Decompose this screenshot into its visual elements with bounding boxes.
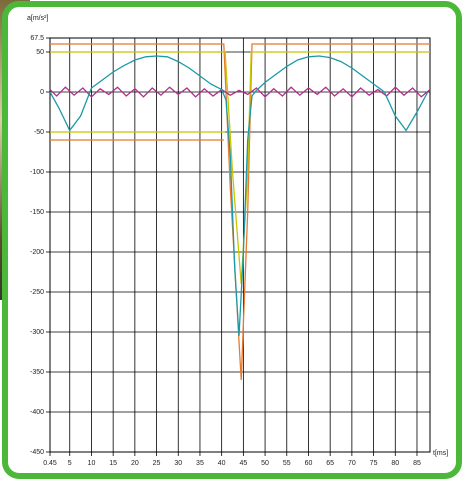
y-tick-label: -300 xyxy=(30,329,44,336)
data-line xyxy=(50,43,430,381)
x-tick-label: 15 xyxy=(109,460,117,467)
x-tick-label: 35 xyxy=(196,460,204,467)
x-tick-label: 40 xyxy=(218,460,226,467)
x-tick-label: 25 xyxy=(153,460,161,467)
x-tick-label: 55 xyxy=(283,460,291,467)
x-tick-label: 65 xyxy=(326,460,334,467)
x-tick-label: 20 xyxy=(131,460,139,467)
y-axis-label: a[m/s²] xyxy=(27,15,48,22)
data-line xyxy=(49,55,429,337)
y-tick-label: 0 xyxy=(40,89,44,96)
data-line xyxy=(49,86,431,98)
y-tick-label: -350 xyxy=(30,369,44,376)
y-tick-label: -250 xyxy=(30,289,44,296)
y-tick-label: -50 xyxy=(34,129,44,136)
y-tick-label: 50 xyxy=(36,49,44,56)
x-tick-label: 45 xyxy=(239,460,247,467)
x-tick-label: 0.45 xyxy=(43,460,57,467)
x-tick-label: 5 xyxy=(68,460,72,467)
y-tick-label: 67.5 xyxy=(30,35,44,42)
y-tick-label: -200 xyxy=(30,249,44,256)
y-tick-label: -450 xyxy=(30,449,44,456)
x-tick-label: 60 xyxy=(305,460,313,467)
x-tick-label: 10 xyxy=(88,460,96,467)
x-axis-label: t[ms] xyxy=(433,450,448,457)
x-tick-label: 70 xyxy=(348,460,356,467)
x-tick-label: 80 xyxy=(391,460,399,467)
x-tick-label: 75 xyxy=(370,460,378,467)
x-tick-label: 50 xyxy=(261,460,269,467)
x-tick-label: 85 xyxy=(413,460,421,467)
y-tick-label: -400 xyxy=(30,409,44,416)
y-tick-label: -100 xyxy=(30,169,44,176)
x-tick-label: 30 xyxy=(174,460,182,467)
y-tick-label: -150 xyxy=(30,209,44,216)
